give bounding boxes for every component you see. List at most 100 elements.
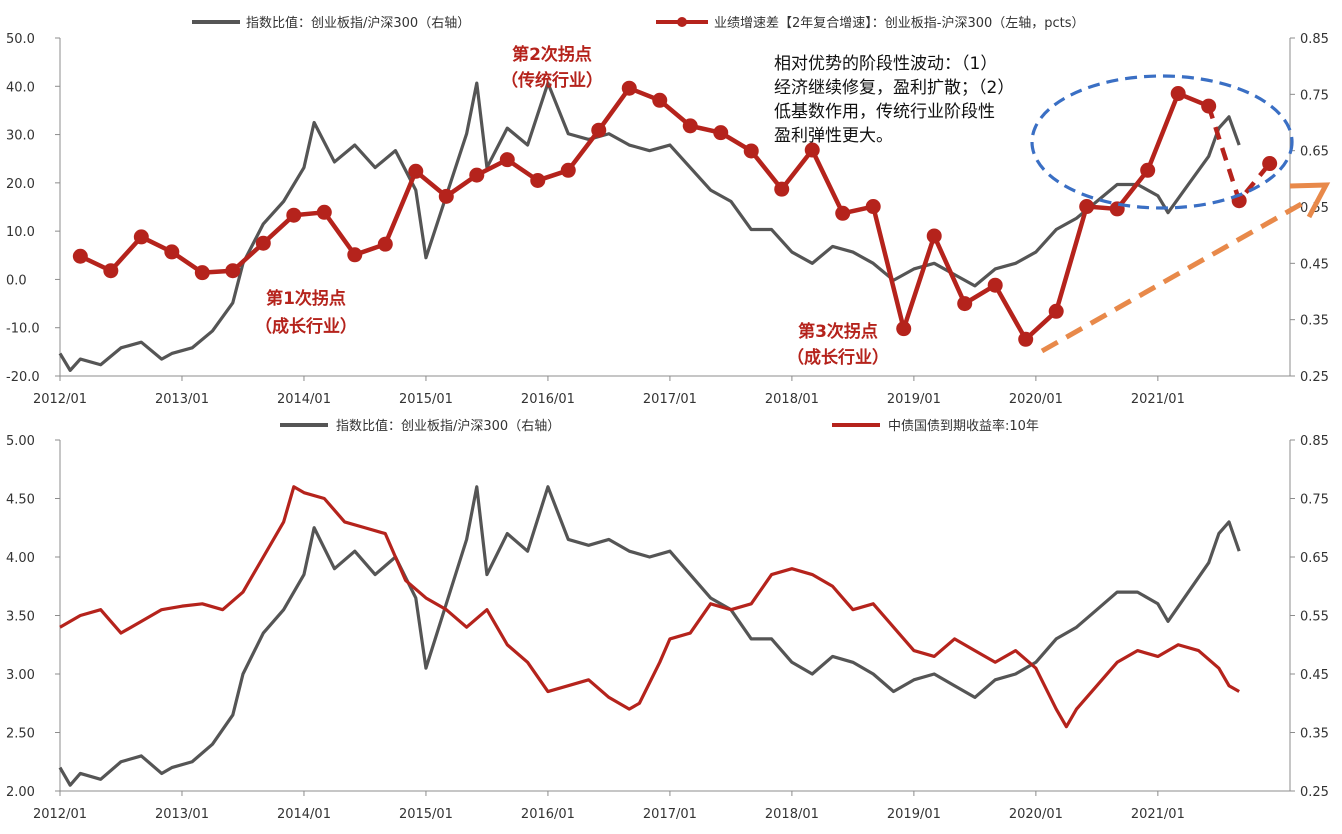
growth-point xyxy=(926,228,942,244)
top-legend-ratio-label: 指数比值：创业板指/沪深300（右轴） xyxy=(246,15,470,31)
left-tick-label: 5.00 xyxy=(6,434,35,449)
growth-point xyxy=(255,235,271,251)
top-right-ticks: 0.250.350.450.550.650.750.85 xyxy=(1290,32,1329,385)
note-line-2: 经济继续修复，盈利扩散；（2） xyxy=(774,78,1014,98)
note-line-3: 低基数作用，传统行业阶段性 xyxy=(774,102,995,122)
left-tick-label: 40.0 xyxy=(6,80,35,95)
growth-point xyxy=(103,263,119,279)
x-tick-label: 2016/01 xyxy=(521,392,575,407)
growth-point xyxy=(438,188,454,204)
x-tick-label: 2014/01 xyxy=(277,392,331,407)
growth-point xyxy=(560,162,576,178)
bottom-ratio-line xyxy=(58,485,1241,787)
growth-point xyxy=(377,236,393,252)
left-tick-label: 30.0 xyxy=(6,129,35,144)
growth-point xyxy=(469,167,485,183)
bottom-x-ticks: 2012/01 2013/01 2014/01 2015/01 2016/01 2017/… xyxy=(33,791,1185,822)
x-tick-label: 2019/01 xyxy=(887,392,941,407)
growth-point xyxy=(957,296,973,312)
left-tick-label: -10.0 xyxy=(6,322,40,337)
top-legend: 指数比值：创业板指/沪深300（右轴） 业绩增速差【2年复合增速】：创业板指-沪… xyxy=(192,15,1085,31)
growth-point xyxy=(896,321,912,337)
bottom-yield-line xyxy=(59,485,1240,729)
right-tick-label: 0.65 xyxy=(1300,551,1329,566)
growth-point xyxy=(225,263,241,279)
bottom-left-ticks: 2.00 2.50 3.00 3.50 4.00 4.50 5.00 xyxy=(6,434,60,800)
turn1-subtitle: （成长行业） xyxy=(255,316,357,337)
growth-point xyxy=(743,143,759,159)
growth-point xyxy=(652,92,668,108)
x-tick-label: 2018/01 xyxy=(765,392,819,407)
growth-point xyxy=(1170,86,1186,102)
top-left-ticks: -20.0 -10.0 0.0 10.0 20.0 30.0 40.0 50.0 xyxy=(6,32,60,385)
left-tick-label: 50.0 xyxy=(6,32,35,47)
growth-point xyxy=(1262,156,1278,172)
top-chart: 指数比值：创业板指/沪深300（右轴） 业绩增速差【2年复合增速】：创业板指-沪… xyxy=(6,15,1331,407)
growth-point xyxy=(1079,199,1095,215)
top-x-ticks: 2012/01 2013/01 2014/01 2015/01 2016/01 2017/… xyxy=(33,376,1185,407)
x-tick-label: 2013/01 xyxy=(155,807,209,822)
growth-point xyxy=(72,248,88,264)
growth-point xyxy=(133,229,149,245)
left-tick-label: 3.50 xyxy=(6,610,35,625)
right-tick-label: 0.35 xyxy=(1300,727,1329,742)
top-growth-markers xyxy=(72,80,1278,347)
growth-point xyxy=(164,244,180,260)
note-line-4: 盈利弹性更大。 xyxy=(774,126,893,146)
growth-point xyxy=(1201,98,1217,114)
top-legend-growth-label: 业绩增速差【2年复合增速】：创业板指-沪深300（左轴，pcts） xyxy=(714,15,1085,31)
trend-arrow-head-icon xyxy=(1289,182,1331,219)
right-tick-label: 0.25 xyxy=(1300,370,1329,385)
highlight-ellipse xyxy=(1030,74,1294,210)
growth-point xyxy=(408,163,424,179)
top-growth-dash xyxy=(1206,105,1272,206)
x-tick-label: 2018/01 xyxy=(765,807,819,822)
left-tick-label: 2.50 xyxy=(6,727,35,742)
bottom-legend: 指数比值：创业板指/沪深300（右轴） 中债国债到期收益率:10年 xyxy=(280,418,1039,434)
x-tick-label: 2020/01 xyxy=(1009,807,1063,822)
top-legend-growth-marker xyxy=(677,17,687,27)
left-tick-label: -20.0 xyxy=(6,370,40,385)
left-tick-label: 3.00 xyxy=(6,668,35,683)
x-tick-label: 2014/01 xyxy=(277,807,331,822)
right-tick-label: 0.45 xyxy=(1300,668,1329,683)
x-tick-label: 2015/01 xyxy=(399,807,453,822)
right-tick-label: 0.75 xyxy=(1300,493,1329,508)
bottom-legend-yield-label: 中债国债到期收益率:10年 xyxy=(888,418,1039,434)
growth-point xyxy=(591,122,607,138)
top-annotations: 第1次拐点 （成长行业） 第2次拐点 （传统行业） 第3次拐点 （成长行业） 相… xyxy=(255,44,1331,368)
right-tick-label: 0.65 xyxy=(1300,145,1329,160)
left-tick-label: 4.00 xyxy=(6,551,35,566)
growth-point xyxy=(835,205,851,221)
turn2-title: 第2次拐点 xyxy=(512,44,592,65)
x-tick-label: 2020/01 xyxy=(1009,392,1063,407)
x-tick-label: 2021/01 xyxy=(1131,392,1185,407)
turn3-title: 第3次拐点 xyxy=(798,321,878,342)
growth-point xyxy=(194,265,210,281)
growth-point xyxy=(1048,303,1064,319)
bottom-right-ticks: 0.25 0.35 0.45 0.55 0.65 0.75 0.85 xyxy=(1290,434,1329,800)
growth-point xyxy=(1018,331,1034,347)
left-tick-label: 4.50 xyxy=(6,493,35,508)
growth-point xyxy=(530,172,546,188)
growth-point xyxy=(774,181,790,197)
x-tick-label: 2013/01 xyxy=(155,392,209,407)
right-tick-label: 0.85 xyxy=(1300,32,1329,47)
x-tick-label: 2017/01 xyxy=(643,807,697,822)
growth-point xyxy=(682,118,698,134)
left-tick-label: 0.0 xyxy=(6,273,27,288)
note-line-1: 相对优势的阶段性波动：（1） xyxy=(774,54,997,74)
left-tick-label: 20.0 xyxy=(6,177,35,192)
left-tick-label: 2.00 xyxy=(6,785,35,800)
x-tick-label: 2016/01 xyxy=(521,807,575,822)
growth-point xyxy=(1140,162,1156,178)
trend-arrow-line xyxy=(1040,199,1307,354)
x-tick-label: 2015/01 xyxy=(399,392,453,407)
right-tick-label: 0.45 xyxy=(1300,257,1329,272)
x-tick-label: 2021/01 xyxy=(1131,807,1185,822)
x-tick-label: 2019/01 xyxy=(887,807,941,822)
growth-point xyxy=(804,142,820,158)
growth-point xyxy=(987,277,1003,293)
